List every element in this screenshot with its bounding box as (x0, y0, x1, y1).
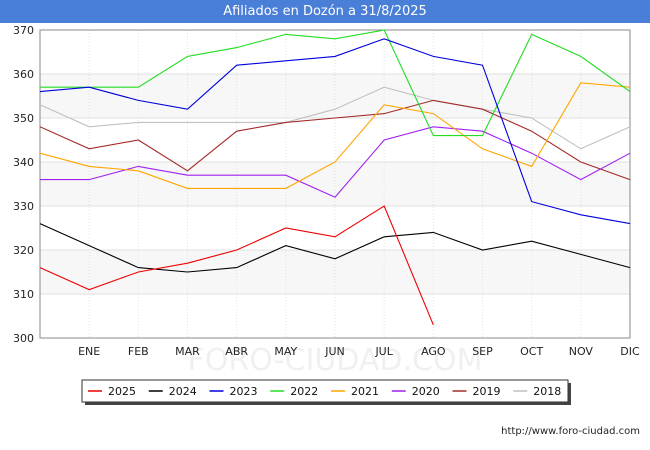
x-tick-label: ABR (225, 345, 248, 358)
legend-label-2019: 2019 (473, 385, 501, 398)
y-tick-labels: 300 310 320 330 340 350 360 370 (13, 24, 34, 345)
x-tick-label: MAY (274, 345, 297, 358)
y-tick-label: 340 (13, 156, 34, 169)
source-url: http://www.foro-ciudad.com (501, 426, 640, 437)
legend-label-2020: 2020 (412, 385, 440, 398)
series-line-2020 (40, 126, 631, 198)
band (40, 250, 630, 294)
x-tick-label: OCT (520, 345, 543, 358)
legend-box (81, 379, 569, 403)
series-line-2019 (39, 99, 631, 181)
series-line-2021 (39, 82, 631, 189)
legend-label-2023: 2023 (230, 385, 258, 398)
y-tick-label: 310 (13, 288, 34, 301)
y-tick-label: 300 (13, 332, 34, 345)
series-lines (39, 29, 631, 326)
axes (39, 29, 631, 339)
watermark: FORO-CIUDAD.COM (188, 343, 483, 378)
x-tick-label: NOV (569, 345, 594, 358)
x-tick-label: AGO (421, 345, 446, 358)
y-tick-label: 330 (13, 200, 34, 213)
x-tick-label: SEP (472, 345, 493, 358)
legend-label-2021: 2021 (351, 385, 379, 398)
series-line-2022 (40, 29, 631, 137)
legend-label-2024: 2024 (169, 385, 197, 398)
x-tick-label: DIC (620, 345, 640, 358)
series-line-2024 (39, 223, 631, 273)
chart-title: Afiliados en Dozón a 31/8/2025 (0, 0, 650, 23)
x-tick-label: ENE (78, 345, 100, 358)
series-line-2023 (39, 38, 631, 225)
x-tick-label: FEB (128, 345, 149, 358)
y-tick-label: 320 (13, 244, 34, 257)
series-line-2018 (39, 86, 631, 150)
legend: 2025 2024 2023 2022 2021 2020 2019 2018 (81, 379, 571, 405)
plot-frame (39, 29, 631, 339)
y-tick-label: 360 (13, 68, 34, 81)
legend-label-2025: 2025 (108, 385, 136, 398)
legend-label-2022: 2022 (290, 385, 318, 398)
x-tick-labels: ENE FEB MAR ABR MAY JUN JUL AGO SEP OCT NOV DIC (78, 345, 640, 358)
y-tick-label: 350 (13, 112, 34, 125)
x-tick-label: JUL (374, 345, 393, 358)
series-line-2025 (39, 205, 434, 326)
x-tick-label: MAR (175, 345, 200, 358)
x-tick-label: JUN (324, 345, 345, 358)
legend-label-2018: 2018 (533, 385, 561, 398)
y-tick-label: 370 (13, 24, 34, 37)
